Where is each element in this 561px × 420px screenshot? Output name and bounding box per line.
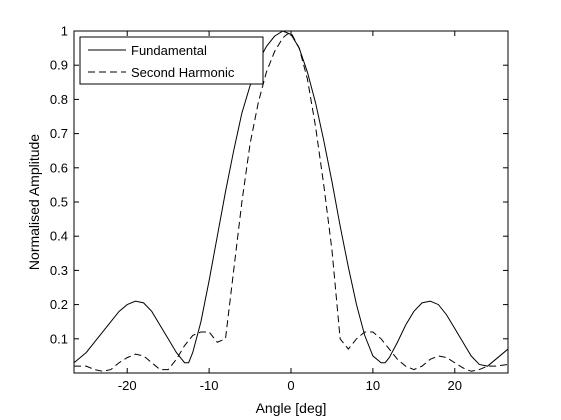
series-line-second-harmonic <box>74 32 508 372</box>
x-axis-label: Angle [deg] <box>256 400 327 416</box>
legend: Fundamental Second Harmonic <box>79 36 264 85</box>
y-tick-label: 0.9 <box>50 58 68 73</box>
x-tick-label: 20 <box>448 378 462 393</box>
y-tick-label: 0.1 <box>50 331 68 346</box>
plot-frame <box>73 30 509 374</box>
y-tick-label: 0.2 <box>50 297 68 312</box>
ticks-layer: -20 -10 0 10 20 0.1 0.2 0.3 0.4 0.5 0.6 0.7 0.8 0.9 1 <box>50 24 508 393</box>
legend-box <box>79 36 264 85</box>
y-tick-label: 0.6 <box>50 160 68 175</box>
legend-label-fundamental: Fundamental <box>131 43 207 58</box>
x-tick-label: -10 <box>200 378 219 393</box>
x-tick-label: -20 <box>118 378 137 393</box>
y-tick-label: 0.4 <box>50 229 68 244</box>
y-tick-label: 1 <box>61 24 68 39</box>
legend-label-second-harmonic: Second Harmonic <box>131 65 235 80</box>
plot-area <box>73 30 509 374</box>
x-tick-label: 0 <box>287 378 294 393</box>
y-tick-label: 0.5 <box>50 195 68 210</box>
x-tick-label: 10 <box>366 378 380 393</box>
y-tick-label: 0.3 <box>50 263 68 278</box>
y-tick-label: 0.7 <box>50 126 68 141</box>
y-axis-label: Normalised Amplitude <box>26 134 42 270</box>
y-tick-label: 0.8 <box>50 92 68 107</box>
